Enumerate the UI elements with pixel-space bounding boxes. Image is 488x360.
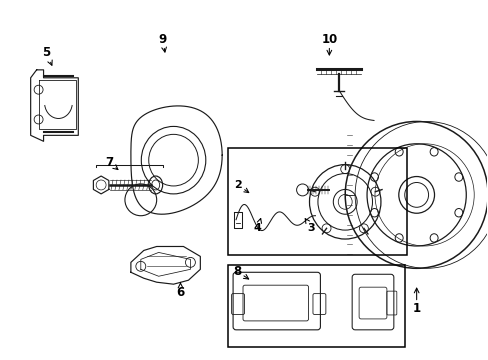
Text: 1: 1: [412, 288, 420, 315]
Text: 10: 10: [321, 33, 337, 55]
Text: 5: 5: [42, 46, 52, 65]
Text: 6: 6: [176, 283, 184, 299]
Bar: [228, 265, 404, 347]
Text: 2: 2: [234, 180, 248, 193]
Text: 3: 3: [305, 219, 315, 233]
Text: 7: 7: [105, 156, 118, 170]
Text: 9: 9: [158, 33, 166, 52]
Text: 8: 8: [232, 265, 248, 279]
Bar: [228, 148, 406, 255]
Text: 4: 4: [253, 219, 261, 233]
